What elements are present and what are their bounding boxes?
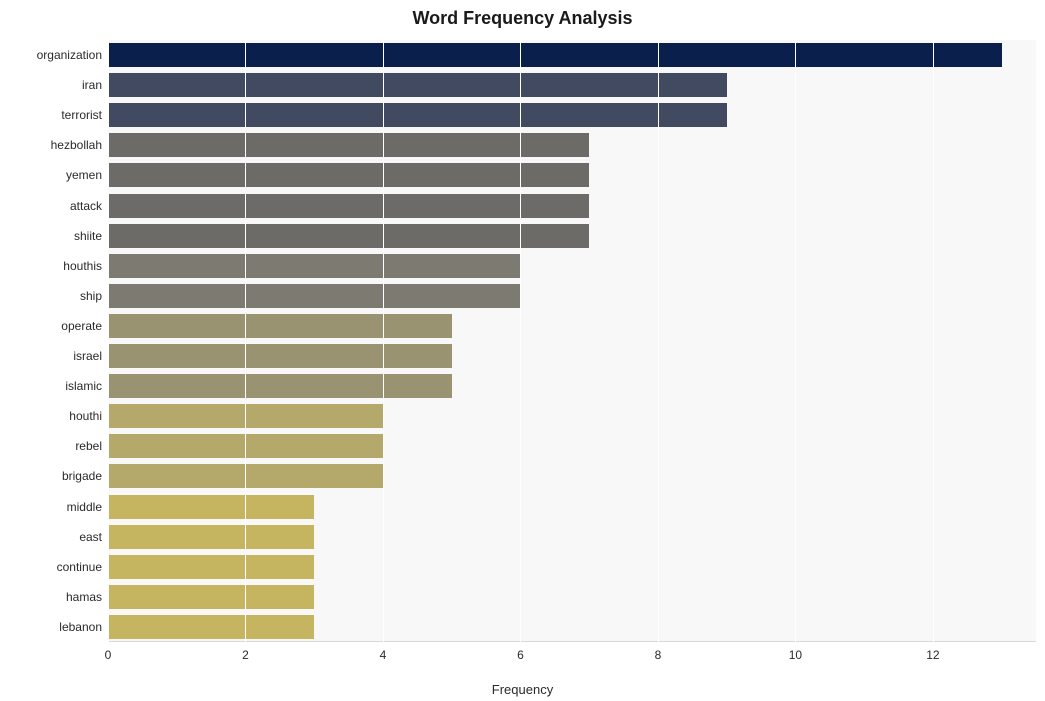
gridline <box>245 40 246 642</box>
x-axis: 0 2 4 6 8 10 12 <box>108 642 1036 672</box>
bar-row <box>108 495 1036 519</box>
bar <box>108 284 520 308</box>
x-tick: 4 <box>380 648 387 662</box>
bar-row <box>108 163 1036 187</box>
y-tick-label: rebel <box>75 439 102 453</box>
bar-row <box>108 73 1036 97</box>
bar-row <box>108 434 1036 458</box>
bar <box>108 374 452 398</box>
y-axis-labels: organization iran terrorist hezbollah yemen a… <box>0 40 108 642</box>
y-tick-label: operate <box>61 319 102 333</box>
bars-layer <box>108 40 1036 642</box>
x-tick: 6 <box>517 648 524 662</box>
gridline <box>933 40 934 642</box>
y-tick-label: houthis <box>63 259 102 273</box>
y-tick-label: islamic <box>65 379 102 393</box>
y-tick-label: ship <box>80 289 102 303</box>
y-tick-label: brigade <box>62 469 102 483</box>
y-tick-label: continue <box>57 560 102 574</box>
bar <box>108 495 314 519</box>
bar <box>108 525 314 549</box>
chart-container: Word Frequency Analysis organization iran… <box>0 0 1045 701</box>
gridline <box>658 40 659 642</box>
plot-area <box>108 40 1036 642</box>
bar-row <box>108 464 1036 488</box>
x-tick: 2 <box>242 648 249 662</box>
bar-row <box>108 344 1036 368</box>
gridline <box>795 40 796 642</box>
bar <box>108 254 520 278</box>
bar <box>108 555 314 579</box>
bar-row <box>108 374 1036 398</box>
y-tick-label: houthi <box>69 409 102 423</box>
y-tick-label: east <box>79 530 102 544</box>
y-tick-label: shiite <box>74 229 102 243</box>
y-tick-label: organization <box>37 48 102 62</box>
bar-row <box>108 284 1036 308</box>
gridline <box>520 40 521 642</box>
x-tick: 0 <box>105 648 112 662</box>
bar-row <box>108 555 1036 579</box>
x-axis-label: Frequency <box>492 682 553 697</box>
bar-row <box>108 194 1036 218</box>
bar-row <box>108 404 1036 428</box>
bar <box>108 194 589 218</box>
gridline <box>383 40 384 642</box>
bar <box>108 103 727 127</box>
bar-row <box>108 224 1036 248</box>
y-tick-label: israel <box>73 349 102 363</box>
bar <box>108 314 452 338</box>
bar <box>108 163 589 187</box>
bar <box>108 615 314 639</box>
y-tick-label: hezbollah <box>51 138 102 152</box>
bar <box>108 585 314 609</box>
bar <box>108 133 589 157</box>
y-tick-label: attack <box>70 199 102 213</box>
y-tick-label: hamas <box>66 590 102 604</box>
x-tick: 10 <box>789 648 802 662</box>
x-tick: 8 <box>655 648 662 662</box>
y-tick-label: iran <box>82 78 102 92</box>
y-tick-label: lebanon <box>59 620 102 634</box>
bar-row <box>108 615 1036 639</box>
bar-row <box>108 43 1036 67</box>
bar-row <box>108 133 1036 157</box>
bar <box>108 344 452 368</box>
bar-row <box>108 254 1036 278</box>
bar <box>108 73 727 97</box>
x-tick: 12 <box>926 648 939 662</box>
chart-title: Word Frequency Analysis <box>0 0 1045 29</box>
bar <box>108 224 589 248</box>
bar-row <box>108 103 1036 127</box>
bar-row <box>108 525 1036 549</box>
y-tick-label: terrorist <box>61 108 102 122</box>
y-tick-label: middle <box>67 500 102 514</box>
bar <box>108 43 1002 67</box>
gridline <box>108 40 109 642</box>
bar-row <box>108 314 1036 338</box>
bar-row <box>108 585 1036 609</box>
y-tick-label: yemen <box>66 168 102 182</box>
